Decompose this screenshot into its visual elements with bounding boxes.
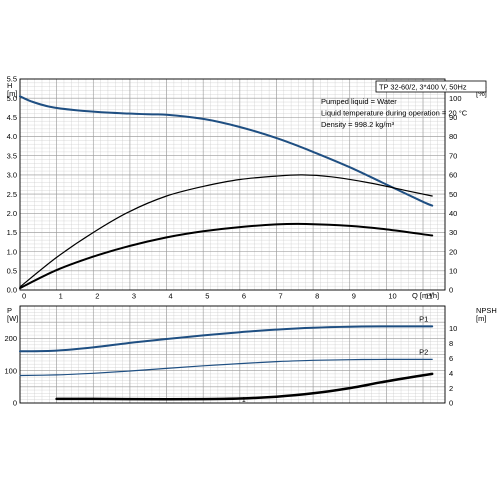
temperature-label: Liquid temperature during operation = 20…: [321, 109, 468, 118]
curve-2: [19, 174, 433, 288]
y-axis-label: P: [7, 306, 12, 315]
x-tick-label: 2: [95, 292, 99, 301]
plot-frame: [19, 78, 446, 291]
curve-npsh: [55, 372, 434, 401]
x-tick-label: 3: [132, 292, 136, 301]
y2-tick-label: 80: [449, 132, 457, 141]
y2-tick-label: 2: [449, 384, 453, 393]
y2-tick-label: 10: [449, 324, 457, 333]
y-tick-label: 3.0: [7, 171, 17, 180]
x-tick-label: 4: [169, 292, 173, 301]
info-box: TP 32-60/2, 3*400 V, 50Hz Pumped liquid …: [321, 80, 487, 129]
x-tick-label: 9: [352, 292, 356, 301]
y-tick-label: 4.5: [7, 113, 17, 122]
plot-frame: [19, 305, 446, 404]
y-tick-label: 5.0: [7, 94, 17, 103]
x-tick-label: 8: [315, 292, 319, 301]
y2-axis-label: NPSH: [476, 306, 497, 315]
curve-p1: [19, 325, 434, 353]
x-tick-label: 5: [205, 292, 209, 301]
y2-tick-label: 10: [449, 267, 457, 276]
y2-tick-label: 8: [449, 339, 453, 348]
y2-tick-label: 50: [449, 190, 457, 199]
series-label-p2: P2: [419, 347, 428, 356]
x-axis-label: Q [m³/h]: [412, 291, 439, 300]
y2-axis-label: [%]: [476, 89, 487, 98]
x-tick-label: 10: [388, 292, 396, 301]
y-tick-label: 4.0: [7, 132, 17, 141]
density-label: Density = 998.2 kg/m³: [321, 120, 395, 129]
y-tick-label: 100: [4, 366, 17, 375]
y2-tick-label: 20: [449, 247, 457, 256]
y-tick-label: 0.5: [7, 267, 17, 276]
y-tick-label: 1.0: [7, 247, 17, 256]
power-npsh-panel: 0 100 200 0 2 4 6 8 10 P[W] NPSH[m] 1 P1 P2: [4, 305, 497, 408]
y-tick-label: 5.5: [7, 75, 17, 84]
y-tick-label: 3.5: [7, 151, 17, 160]
model-label: TP 32-60/2, 3*400 V, 50Hz: [379, 83, 467, 92]
y-tick-label: 2.0: [7, 209, 17, 218]
y-tick-label: 200: [4, 334, 17, 343]
y2-tick-label: 0: [449, 399, 453, 408]
curve-1: [19, 95, 434, 207]
y-tick-label: 2.5: [7, 190, 17, 199]
x-tick-label: 6: [242, 292, 246, 301]
y2-tick-label: 4: [449, 369, 453, 378]
x-marker-label: 1: [242, 397, 246, 404]
curve-3: [19, 222, 434, 290]
y-tick-label: 0.0: [7, 286, 17, 295]
x-tick-label: 7: [278, 292, 282, 301]
head-efficiency-panel: 0.00.51.01.52.02.53.03.54.04.55.05.50102…: [7, 75, 488, 301]
y2-tick-label: 60: [449, 171, 457, 180]
series-label-p1: P1: [419, 314, 428, 323]
y-axis-label: H: [7, 81, 12, 90]
y-tick-label: 1.5: [7, 228, 17, 237]
y2-tick-label: 100: [449, 94, 462, 103]
model-box: [375, 80, 487, 93]
y2-tick-label: 0: [449, 286, 453, 295]
x-tick-label: 1: [59, 292, 63, 301]
y2-tick-label: 6: [449, 354, 453, 363]
y2-axis-label: [m]: [476, 314, 486, 323]
liquid-label: Pumped liquid = Water: [321, 97, 397, 106]
y2-tick-label: 40: [449, 209, 457, 218]
y-axis-label: [W]: [7, 314, 18, 323]
y2-tick-label: 30: [449, 228, 457, 237]
x-tick-label: 11: [425, 292, 433, 301]
y2-tick-label: 70: [449, 151, 457, 160]
y-axis-label: [m]: [7, 89, 17, 98]
curve-p2: [19, 358, 433, 377]
x-tick-label: 0: [22, 292, 26, 301]
y2-tick-label: 90: [449, 113, 457, 122]
y-tick-label: 0: [13, 399, 17, 408]
